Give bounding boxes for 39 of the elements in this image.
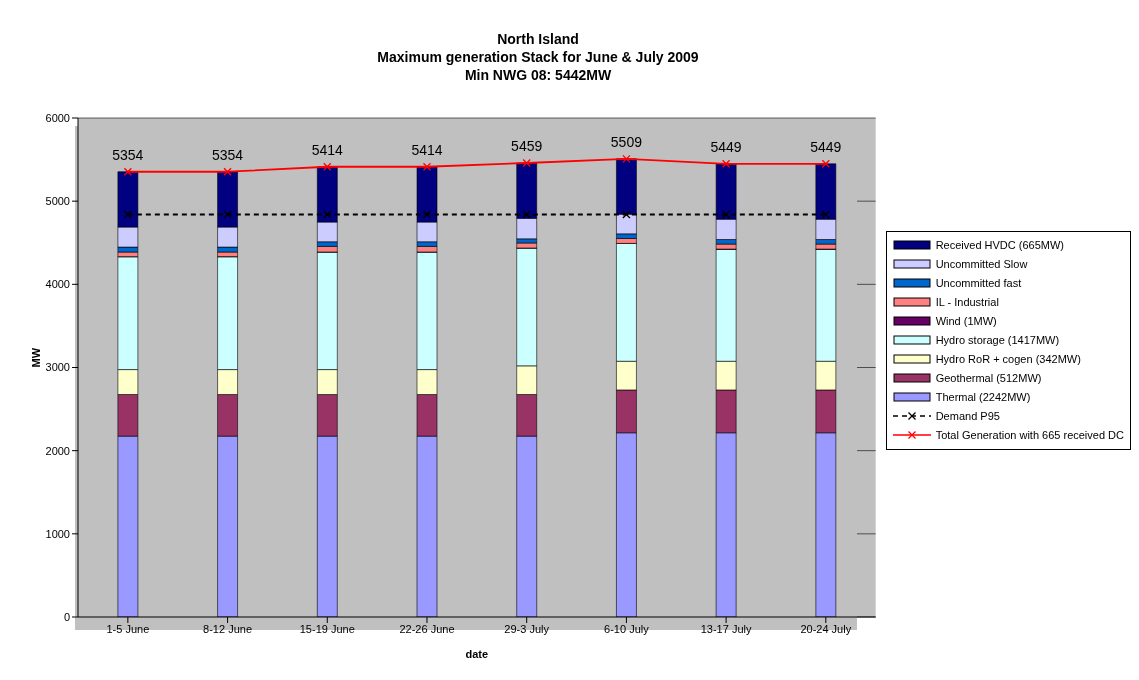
legend-label: Hydro RoR + cogen (342MW) — [935, 353, 1081, 365]
data-label: 5449 — [710, 138, 742, 155]
y-tick-label: 5000 — [45, 195, 70, 208]
legend-label: Geothermal (512MW) — [935, 372, 1042, 384]
data-label: 5459 — [511, 137, 543, 154]
x-tick-label: 20-24 July — [800, 622, 852, 635]
x-tick-label: 1-5 June — [106, 622, 150, 635]
x-axis-title: date — [465, 648, 489, 660]
y-tick-label: 1000 — [45, 527, 70, 540]
legend-label: Received HVDC (665MW) — [935, 239, 1065, 251]
legend-label: Thermal (2242MW) — [935, 391, 1031, 403]
chart-subtitle: Maximum generation Stack for June & July 2009 — [376, 48, 700, 66]
legend-label: Total Generation with 665 received DC — [935, 429, 1124, 441]
chart-title: North Island — [496, 30, 580, 48]
legend-label: Hydro storage (1417MW) — [935, 334, 1060, 346]
x-tick-label: 13-17 July — [700, 622, 752, 635]
data-label: 5509 — [610, 133, 643, 150]
y-axis-title: MW — [29, 347, 42, 368]
text: Min NWG 08: 5442MW — [463, 66, 613, 84]
data-label: 5414 — [411, 141, 443, 158]
data-label: 5449 — [810, 138, 842, 155]
data-label: 5354 — [211, 146, 244, 163]
legend-label: IL - Industrial — [935, 296, 999, 308]
y-tick-label: 4000 — [45, 278, 70, 291]
legend-label: Demand P95 — [935, 410, 1000, 422]
x-tick-label: 8-12 June — [203, 622, 253, 635]
legend-label: Uncommitted Slow — [935, 258, 1028, 270]
y-tick-label: 6000 — [45, 111, 70, 124]
x-tick-label: 29-3 July — [504, 622, 550, 635]
x-tick-label: 15-19 June — [299, 622, 355, 635]
legend-label: Wind (1MW) — [935, 315, 997, 327]
data-label: 5354 — [112, 146, 144, 163]
x-tick-label: 6-10 July — [604, 622, 650, 635]
y-tick-label: 0 — [63, 610, 70, 623]
x-tick-label: 22-26 June — [399, 622, 455, 635]
data-label: 5414 — [311, 141, 344, 158]
y-tick-label: 3000 — [45, 361, 70, 374]
legend-label: Uncommitted fast — [935, 277, 1022, 289]
y-tick-label: 2000 — [45, 444, 70, 457]
